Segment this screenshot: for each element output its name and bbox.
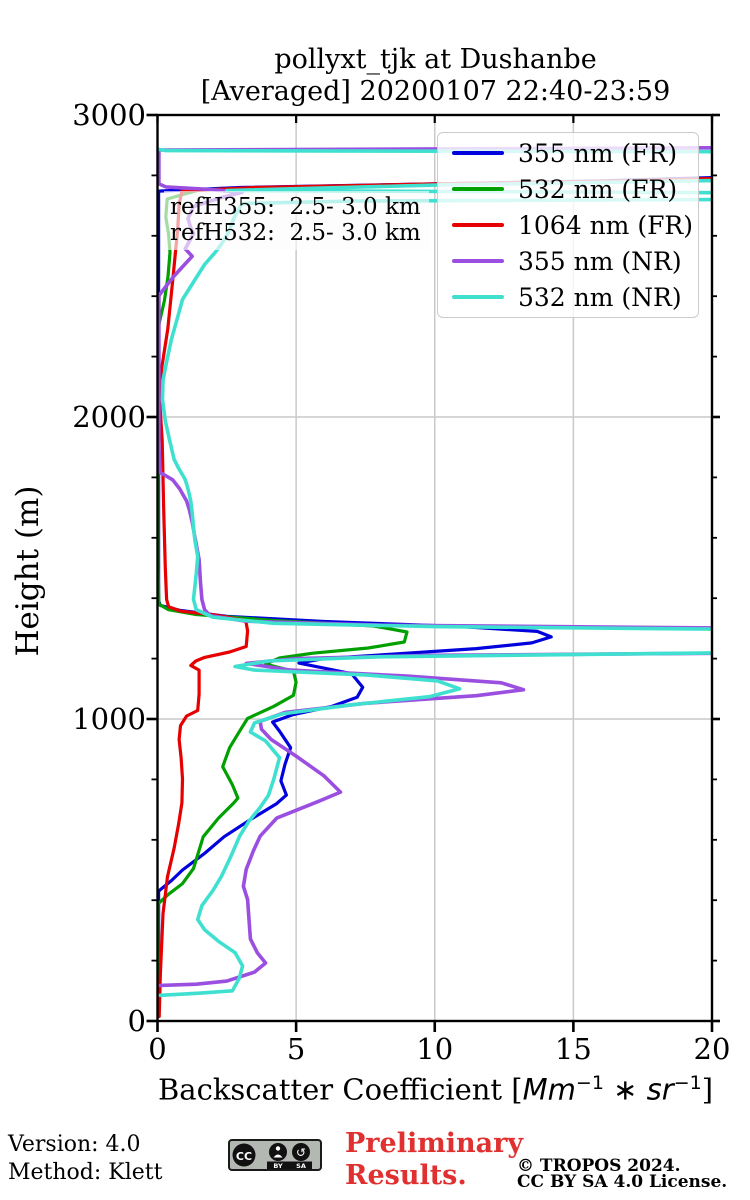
cc-icon: CC bbox=[236, 1150, 252, 1163]
legend-row-355nr: 355 nm (NR) bbox=[438, 247, 698, 276]
y-tick-label-1000: 1000 bbox=[72, 702, 146, 736]
x-tick-label-0: 0 bbox=[148, 1032, 167, 1066]
legend-line-355nr-icon bbox=[452, 259, 504, 263]
x-axis-label: Backscatter Coefficient [Mm−1 ∗ sr−1] bbox=[158, 1072, 713, 1107]
legend-row-532nr: 532 nm (NR) bbox=[438, 283, 698, 312]
legend-line-1064fr-icon bbox=[452, 223, 504, 227]
legend-row-355fr: 355 nm (FR) bbox=[438, 139, 698, 168]
legend-label-532fr: 532 nm (FR) bbox=[518, 174, 678, 204]
legend-row-532fr: 532 nm (FR) bbox=[438, 175, 698, 204]
chart-title: pollyxt_tjk at Dushanbe bbox=[274, 44, 597, 75]
by-person-icon bbox=[275, 1146, 281, 1151]
legend-label-355fr: 355 nm (FR) bbox=[518, 138, 678, 168]
preliminary-line1: Preliminary bbox=[345, 1128, 524, 1159]
copyright-line2: CC BY SA 4.0 License. bbox=[517, 1172, 728, 1192]
y-tick-label-3000: 3000 bbox=[72, 98, 146, 132]
refh532-text: refH532: 2.5- 3.0 km bbox=[170, 220, 421, 246]
y-axis-label: Height (m) bbox=[10, 485, 46, 657]
x-axis-label-text: Backscatter Coefficient [ bbox=[158, 1072, 523, 1107]
legend-label-1064fr: 1064 nm (FR) bbox=[518, 210, 693, 240]
legend-line-532fr-icon bbox=[452, 187, 504, 191]
legend-label-355nr: 355 nm (NR) bbox=[518, 246, 682, 276]
legend-label-532nr: 532 nm (NR) bbox=[518, 282, 682, 312]
preliminary-results-warning: Preliminary Results. bbox=[345, 1128, 523, 1192]
x-tick-label-15: 15 bbox=[554, 1032, 592, 1066]
x-tick-label-10: 10 bbox=[416, 1032, 454, 1066]
x-axis-exp1: −1 bbox=[575, 1072, 604, 1094]
copyright-line1: © TROPOS 2024. bbox=[517, 1156, 681, 1176]
sa-arrow-icon: ↺ bbox=[296, 1146, 306, 1160]
refh355-text: refH355: 2.5- 3.0 km bbox=[170, 194, 421, 220]
legend-row-1064fr: 1064 nm (FR) bbox=[438, 211, 698, 240]
x-axis-unit-sr: sr bbox=[646, 1072, 674, 1107]
x-axis-exp2: −1 bbox=[673, 1072, 702, 1094]
reference-height-annotation: refH355: 2.5- 3.0 km refH532: 2.5- 3.0 k… bbox=[164, 191, 429, 250]
by-label: BY bbox=[273, 1162, 283, 1169]
copyright-notice: © TROPOS 2024. CC BY SA 4.0 License. bbox=[517, 1156, 728, 1192]
x-axis-label-close: ] bbox=[701, 1072, 714, 1107]
x-tick-label-5: 5 bbox=[286, 1032, 306, 1066]
version-text: Version: 4.0 bbox=[8, 1132, 141, 1157]
legend-line-532nr-icon bbox=[452, 295, 504, 299]
legend: 355 nm (FR) 532 nm (FR) 1064 nm (FR) 355… bbox=[437, 132, 699, 318]
legend-line-355fr-icon bbox=[452, 151, 504, 155]
sa-label: SA bbox=[296, 1162, 306, 1169]
x-tick-label-20: 20 bbox=[693, 1032, 731, 1066]
method-text: Method: Klett bbox=[8, 1160, 163, 1185]
x-axis-star: ∗ bbox=[603, 1072, 647, 1107]
y-tick-label-2000: 2000 bbox=[72, 400, 146, 434]
cc-by-sa-icons: CC ↺ BY SA bbox=[232, 1143, 312, 1170]
preliminary-line2: Results. bbox=[345, 1160, 467, 1191]
profile-line-1064-nm-fr- bbox=[157, 176, 712, 1019]
chart-subtitle: [Averaged] 20200107 22:40-23:59 bbox=[200, 76, 671, 107]
x-axis-unit-mm: Mm bbox=[522, 1072, 576, 1107]
cc-by-sa-badge: CC ↺ BY SA bbox=[228, 1139, 322, 1171]
y-tick-label-0: 0 bbox=[127, 1004, 146, 1038]
footer-version-method: Version: 4.0 Method: Klett bbox=[8, 1131, 162, 1187]
